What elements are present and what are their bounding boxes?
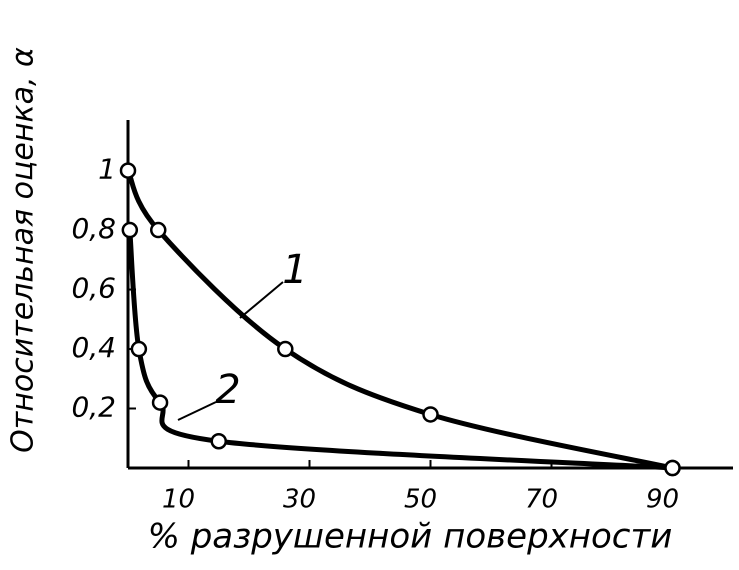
curve-label: 1 [282, 247, 307, 293]
y-tick-label: 0,6 [71, 272, 116, 305]
x-tick-label: 50 [404, 485, 437, 515]
leader-line [177, 401, 217, 421]
y-tick-label: 0,4 [71, 331, 116, 364]
point [130, 340, 148, 358]
point [277, 340, 294, 358]
y-tick-label: 0,2 [71, 391, 116, 424]
x-tick-label: 90 [646, 485, 679, 515]
x-tick-label: 70 [525, 485, 558, 515]
x-tick-label: 10 [162, 485, 195, 515]
point [210, 432, 227, 450]
curve-label: 2 [215, 367, 240, 413]
curve [127, 229, 673, 471]
y-tick-label: 1 [98, 153, 116, 186]
y-tick-label: 0,8 [71, 212, 116, 245]
y-axis-label: Относительная оценка, α [6, 47, 41, 453]
point [151, 394, 169, 411]
x-tick-label: 30 [283, 485, 316, 515]
point [119, 162, 137, 179]
x-axis-label: % разрушенной поверхности [148, 517, 673, 557]
point [121, 221, 139, 239]
point [422, 406, 439, 423]
point [150, 221, 167, 239]
leader-line [239, 281, 284, 319]
curve [125, 169, 674, 471]
point [664, 459, 681, 477]
